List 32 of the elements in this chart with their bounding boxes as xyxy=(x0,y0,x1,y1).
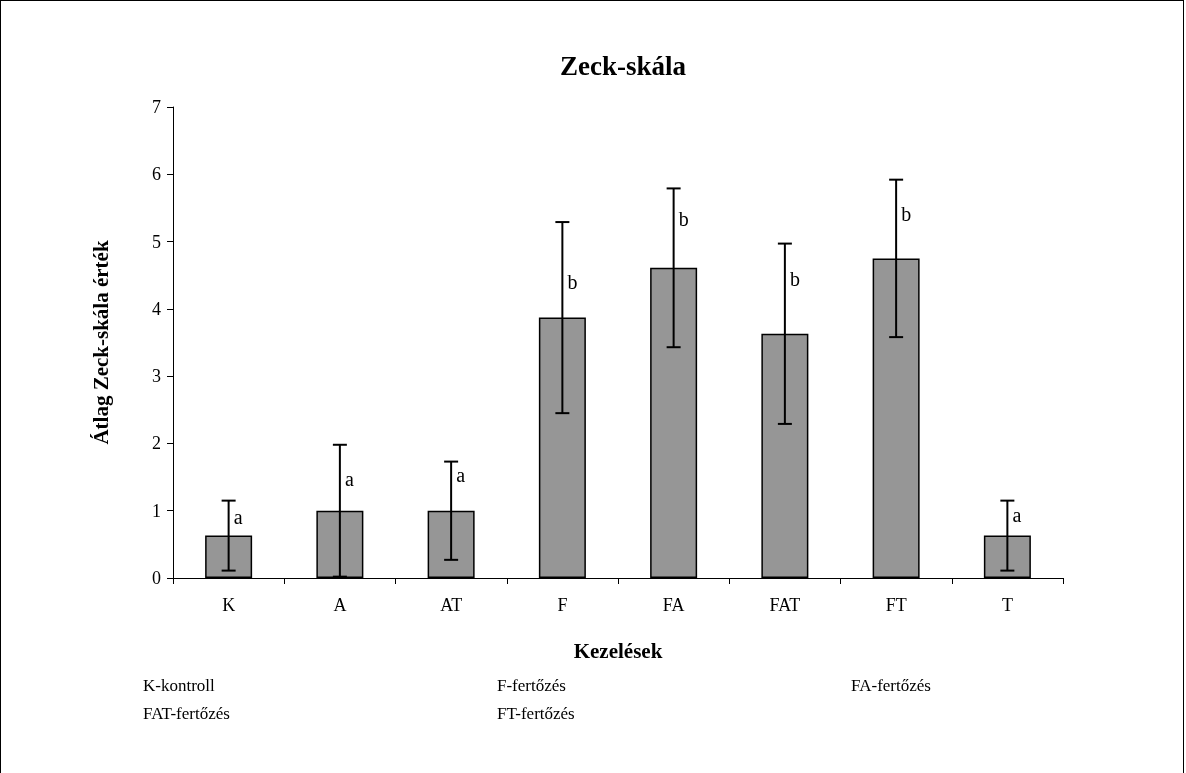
text: FA-fertőzés xyxy=(851,675,931,695)
y-tick-label: 5 xyxy=(152,231,161,252)
x-tick-label: K xyxy=(222,595,236,615)
annotation: a xyxy=(456,464,466,487)
annotation: a xyxy=(233,506,243,529)
y-tick-label: 2 xyxy=(152,433,161,454)
y-tick-label: 6 xyxy=(152,164,161,185)
annotation: b xyxy=(789,268,800,291)
x-tick-label: AT xyxy=(440,595,463,615)
text: FAT-fertőzés xyxy=(143,703,230,723)
x-tick-label: F xyxy=(557,595,568,615)
annotation: b xyxy=(678,208,689,231)
x-tick-label: FA xyxy=(662,595,685,615)
x-tick-label: A xyxy=(333,595,347,615)
text: K-kontroll xyxy=(143,675,216,695)
annotation: b xyxy=(567,270,578,293)
y-tick-label: 3 xyxy=(152,366,161,387)
y-tick-label: 1 xyxy=(152,500,161,521)
x-tick-label: T xyxy=(1001,595,1013,615)
x-axis-title: Kezelések xyxy=(573,638,663,663)
y-tick-label: 7 xyxy=(152,97,161,117)
annotation: a xyxy=(1012,504,1022,527)
x-tick-label: FT xyxy=(885,595,907,615)
y-tick-label: 4 xyxy=(152,298,161,319)
text: F-fertőzés xyxy=(497,675,566,695)
annotation: a xyxy=(344,468,354,491)
text: FT-fertőzés xyxy=(497,703,575,723)
chart-title: Zeck-skála xyxy=(559,50,687,81)
y-tick-label: 0 xyxy=(152,568,161,588)
annotation: b xyxy=(901,202,912,225)
y-axis-title: Átlag Zeck-skála érték xyxy=(88,240,113,445)
x-tick-label: FAT xyxy=(769,595,801,615)
